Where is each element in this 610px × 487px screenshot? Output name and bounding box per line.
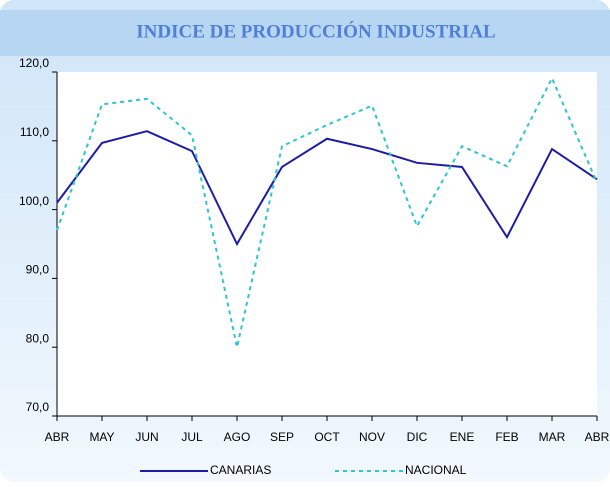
chart-title: INDICE DE PRODUCCIÓN INDUSTRIAL <box>136 20 495 42</box>
y-tick-label: 100,0 <box>19 194 49 208</box>
x-tick-label: JUN <box>135 430 158 444</box>
y-tick-label: 120,0 <box>19 56 49 70</box>
legend-label: NACIONAL <box>405 463 467 477</box>
plot-area <box>57 72 597 416</box>
x-tick-label: ABR <box>45 430 70 444</box>
legend-label: CANARIAS <box>210 463 271 477</box>
x-tick-label: ENE <box>450 430 475 444</box>
title-band <box>0 10 610 56</box>
x-tick-label: MAR <box>539 430 566 444</box>
x-tick-label: ABR <box>585 430 610 444</box>
x-tick-label: JUL <box>181 430 203 444</box>
x-tick-label: FEB <box>495 430 518 444</box>
x-tick-label: MAY <box>89 430 114 444</box>
x-tick-label: AGO <box>224 430 251 444</box>
y-tick-label: 90,0 <box>26 263 50 277</box>
y-tick-label: 80,0 <box>26 331 50 345</box>
y-tick-label: 110,0 <box>20 125 49 139</box>
x-tick-label: DIC <box>407 430 428 444</box>
x-tick-label: OCT <box>314 430 340 444</box>
series-line <box>56 130 598 247</box>
series-line <box>56 75 598 348</box>
x-tick-label: SEP <box>270 430 294 444</box>
y-tick-label: 70,0 <box>26 400 50 414</box>
x-tick-label: NOV <box>359 430 385 444</box>
